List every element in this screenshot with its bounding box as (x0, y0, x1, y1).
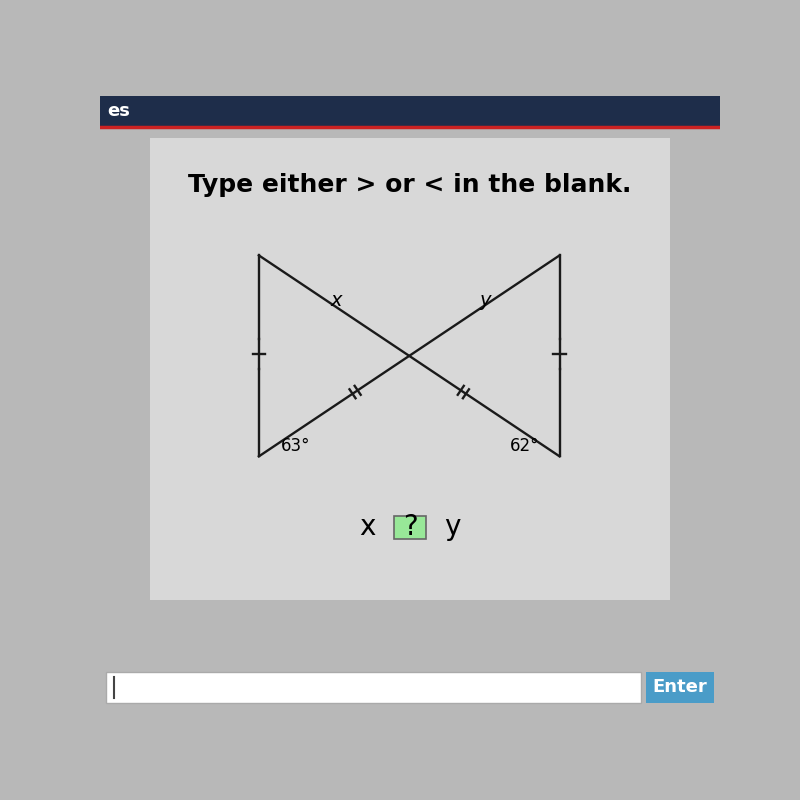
Bar (100, 96, 720, 126)
Text: Type either > or < in the blank.: Type either > or < in the blank. (188, 173, 632, 197)
Text: 63°: 63° (281, 438, 310, 455)
Text: ?: ? (402, 514, 418, 541)
Text: Enter: Enter (652, 678, 707, 696)
Text: 62°: 62° (510, 438, 539, 455)
Bar (150, 138, 670, 600)
Text: y: y (479, 290, 491, 310)
Bar (106, 672, 641, 702)
Bar (646, 672, 714, 702)
Text: x: x (359, 514, 375, 541)
Bar (394, 516, 426, 538)
Text: y: y (445, 514, 461, 541)
Text: x: x (330, 290, 342, 310)
Text: es: es (108, 102, 130, 120)
